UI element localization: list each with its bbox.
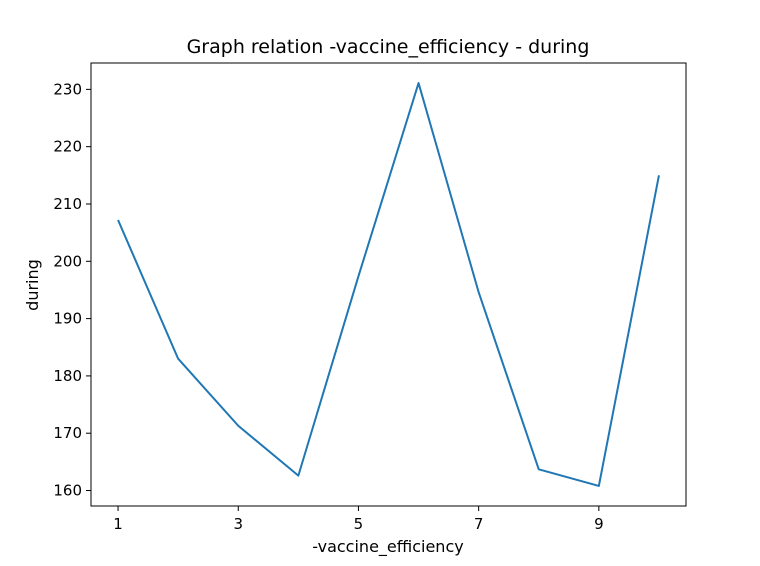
series-line-0: [117, 82, 660, 487]
x-tick-label: 3: [233, 515, 243, 533]
y-tick-label: 170: [53, 424, 82, 442]
y-tick-label: 160: [53, 482, 82, 500]
y-axis: 160 170 180 190 200 210 220 230: [53, 80, 91, 500]
y-tick-label: 190: [53, 310, 82, 328]
x-tick-label: 9: [594, 515, 604, 533]
x-tick-label: 1: [113, 515, 123, 533]
y-tick-label: 180: [53, 367, 82, 385]
x-axis: 1 3 5 7 9: [113, 506, 604, 533]
plot-frame: [90, 62, 687, 507]
chart-title: Graph relation -vaccine_efficiency - dur…: [187, 36, 590, 58]
x-tick-label: 7: [474, 515, 484, 533]
x-tick-label: 5: [354, 515, 364, 533]
y-tick-label: 230: [53, 80, 82, 98]
x-axis-label: -vaccine_efficiency: [312, 537, 463, 557]
y-axis-label: during: [23, 259, 42, 311]
y-tick-label: 200: [53, 252, 82, 270]
plot-area: [117, 82, 660, 487]
y-tick-label: 210: [53, 195, 82, 213]
y-tick-label: 220: [53, 138, 82, 156]
